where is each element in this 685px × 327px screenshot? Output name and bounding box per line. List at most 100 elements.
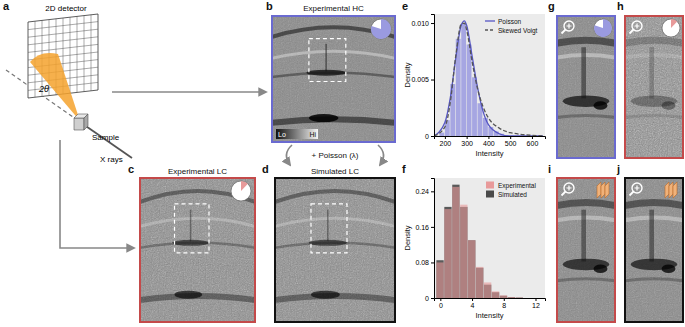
histogram-bar — [508, 297, 515, 298]
streak — [190, 210, 192, 242]
panel-letter: c — [128, 163, 134, 175]
bragg-spot — [172, 240, 209, 246]
histogram-bar — [532, 298, 539, 299]
arrow-label: + Poisson (λ) — [312, 151, 359, 160]
zoom-box — [309, 39, 346, 82]
icon-handle — [630, 192, 634, 196]
colorbar-label: Lo — [278, 131, 286, 138]
bragg-spot — [662, 101, 676, 110]
icon-plus — [635, 24, 640, 29]
streak — [581, 210, 586, 262]
tick: 500 — [505, 136, 517, 147]
axis-line — [431, 179, 435, 299]
detector-grid — [77, 16, 78, 92]
tick-mark — [445, 136, 446, 139]
image-frame — [625, 178, 683, 322]
tick-label: 0.005 — [411, 76, 429, 83]
histogram-bar — [476, 267, 483, 298]
histogram-bar — [483, 118, 488, 136]
tick-label: 0 — [439, 302, 443, 309]
streak — [327, 210, 329, 242]
histogram-bar — [436, 260, 443, 298]
plot-background — [434, 178, 545, 298]
image-d — [263, 178, 407, 322]
tick-mark — [431, 227, 434, 228]
tick-label: 200 — [440, 140, 452, 147]
legend: ExperimentalSimulated — [486, 182, 536, 198]
frames-icon — [665, 182, 677, 198]
detector-grid — [70, 17, 71, 93]
axis-title: Intensity — [476, 149, 504, 158]
bragg-spot — [175, 291, 203, 299]
tick: 200 — [440, 136, 452, 147]
image-j — [619, 178, 685, 322]
zoom-icon — [562, 183, 575, 196]
legend-label: Skewed Voigt — [498, 27, 538, 35]
histogram-bar — [468, 240, 475, 298]
icon-wedge — [241, 181, 248, 191]
chart: 20030040050060000.0050.010IntensityDensi… — [403, 14, 546, 158]
tick-mark — [504, 298, 505, 301]
icon-wedge — [594, 19, 612, 37]
icon-handle — [562, 192, 566, 196]
diffraction-ring — [557, 202, 615, 206]
image-g — [551, 16, 621, 158]
tick-mark — [431, 191, 434, 192]
image-title: Simulated LC — [311, 167, 359, 176]
diffraction-ring — [557, 40, 615, 44]
image-frame — [272, 16, 395, 142]
xray-beam — [80, 122, 132, 158]
diffraction-ring — [140, 218, 255, 230]
histogram-bar — [476, 268, 483, 298]
tick: 0.010 — [411, 20, 434, 27]
histogram-bar — [500, 295, 507, 298]
image-frame — [275, 178, 395, 322]
colorbar-label: Hi — [309, 131, 316, 138]
zoom-icon — [630, 21, 643, 34]
tick-mark — [431, 262, 434, 263]
diffraction-ring — [625, 40, 683, 44]
tick: 0 — [425, 295, 434, 302]
icon-wedge — [671, 19, 677, 28]
tick-mark — [532, 136, 533, 139]
histogram-bar — [436, 262, 443, 298]
icon-frame — [605, 182, 609, 198]
tick-mark — [535, 298, 536, 301]
icon-plus — [567, 186, 572, 191]
tick-label: 0.16 — [415, 224, 429, 231]
image-frame — [557, 178, 615, 322]
plot-area — [434, 21, 543, 136]
histogram-bar — [492, 292, 499, 298]
tick-mark — [431, 23, 434, 24]
arrow — [112, 91, 266, 93]
figure: abcdefghij2D detectorSampleX rays2θLoHiE… — [0, 0, 685, 327]
legend-swatch — [486, 182, 494, 189]
histogram-bar — [460, 205, 467, 298]
diffraction-ring — [275, 218, 395, 230]
diffraction-ring — [625, 202, 683, 206]
panel-letter: j — [616, 163, 620, 175]
zoom-icon — [630, 183, 643, 196]
zoom-icon — [562, 21, 575, 34]
histogram-bar — [516, 297, 523, 298]
icon-wedge — [371, 19, 391, 39]
icon-plus — [635, 186, 640, 191]
icon-handle — [630, 30, 634, 34]
legend-swatch — [485, 20, 495, 21]
panel-letter: e — [402, 0, 408, 12]
histogram-bar — [452, 187, 459, 298]
diffraction-ring — [625, 279, 683, 282]
histogram-bar — [468, 240, 475, 298]
panel-letter: b — [266, 0, 273, 12]
axis-title: Density — [403, 225, 412, 250]
histogram-bar — [492, 291, 499, 298]
chart: 0481200.080.160.24IntensityDensityExperi… — [403, 178, 546, 320]
tick-label: 400 — [483, 140, 495, 147]
legend-label: Experimental — [498, 182, 536, 190]
icon-frame — [601, 182, 605, 198]
histogram-bar — [484, 282, 491, 298]
image-h — [619, 16, 685, 158]
axis-line — [435, 137, 546, 140]
streak — [581, 47, 586, 98]
tick: 600 — [527, 136, 539, 147]
